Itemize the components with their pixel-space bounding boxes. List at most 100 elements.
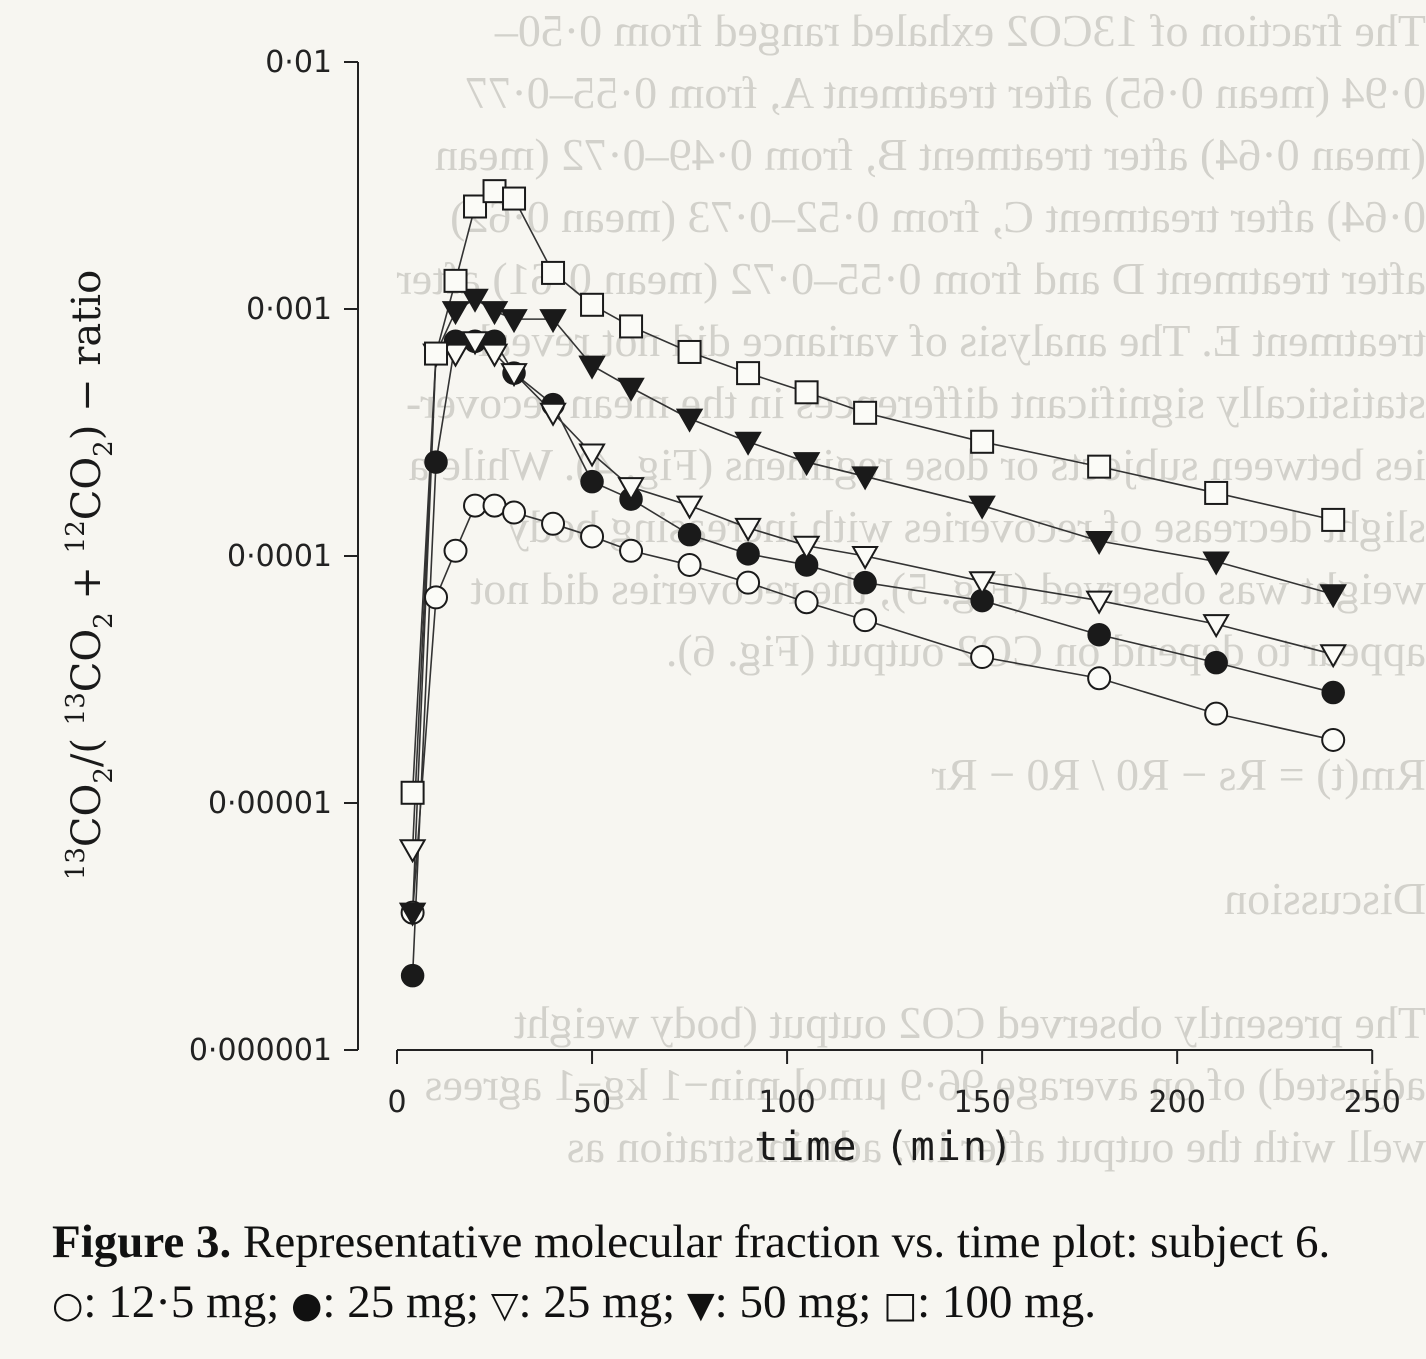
- series-filled-triangle-down-point: [441, 301, 470, 326]
- series-open-triangle-down-point: [480, 343, 509, 368]
- y-title-subscript: 2: [89, 612, 119, 629]
- series-open-triangle-down-point: [461, 331, 489, 356]
- series-open-triangle-down-point: [1202, 614, 1230, 639]
- series-open-triangle-down-point: [500, 363, 528, 388]
- series-markers: [398, 179, 1347, 988]
- legend-text: : 12·5 mg;: [83, 1276, 291, 1328]
- series-open-circle-point: [580, 524, 605, 549]
- series-open-circle-point: [1087, 666, 1112, 691]
- series-open-triangle-down-point: [968, 571, 996, 596]
- series-filled-triangle-down-point: [1085, 531, 1113, 556]
- series-open-square-point: [794, 380, 819, 405]
- y-title-text: CO: [64, 629, 110, 692]
- series-filled-triangle-down-point: [792, 452, 821, 477]
- series-open-circle-point: [736, 570, 761, 595]
- x-axis-title: time (min): [754, 1124, 1015, 1170]
- y-title-text: +: [64, 553, 110, 612]
- series-open-square-point: [443, 268, 468, 293]
- series-open-triangle-down-point: [675, 495, 704, 520]
- series-open-circle-point: [424, 585, 449, 610]
- series-open-circle-point: [970, 645, 995, 670]
- y-tick-label: 0·000001: [189, 1033, 332, 1068]
- x-tick-label: 250: [1344, 1085, 1401, 1120]
- series-open-triangle-down-point: [539, 402, 567, 427]
- legend-symbol: □: [883, 1285, 918, 1326]
- x-tick-label: 0: [387, 1085, 406, 1120]
- series-open-square-point: [1087, 454, 1112, 479]
- series-filled-triangle-down-point: [675, 408, 704, 433]
- series-filled-triangle-down-point: [578, 355, 606, 380]
- series-open-square-point: [424, 341, 449, 366]
- series-open-circle-point: [443, 538, 468, 563]
- series-open-circle-point: [541, 511, 566, 536]
- y-title-text: ) − ratio: [64, 270, 110, 440]
- legend-text: : 25 mg;: [518, 1276, 687, 1328]
- series-open-circle-point: [794, 590, 819, 615]
- series-open-square-point: [1204, 480, 1229, 505]
- y-tick-label: 0·001: [246, 292, 332, 327]
- series-filled-circle-point: [1321, 680, 1345, 705]
- series-open-square-point: [970, 429, 995, 454]
- series-filled-triangle-down-point: [539, 309, 567, 334]
- series-open-triangle-down-point: [1085, 590, 1113, 615]
- series-open-triangle-down-point: [792, 535, 821, 560]
- series-filled-triangle-down-point: [734, 431, 762, 456]
- series-filled-circle-point: [1204, 650, 1228, 675]
- y-title-superscript: 12: [61, 520, 91, 553]
- x-tick-label: 150: [953, 1085, 1010, 1120]
- series-open-square-point: [619, 314, 644, 339]
- series-open-triangle-down-point: [851, 546, 879, 571]
- y-axis-title: 13CO2/( 13CO2 + 12CO2) − ratio: [61, 270, 119, 880]
- series-open-circle-point: [1321, 727, 1346, 752]
- y-tick-label: 0·00001: [208, 786, 332, 821]
- series-open-square-point: [736, 361, 761, 386]
- series-filled-triangle-down-point: [1319, 584, 1347, 609]
- series-open-triangle-down-point: [398, 839, 427, 864]
- caption-title: Representative molecular fraction vs. ti…: [231, 1216, 1331, 1268]
- series-filled-triangle-down-point: [398, 902, 427, 927]
- series-open-triangle-down-point: [617, 477, 645, 502]
- legend-text: : 25 mg;: [322, 1276, 491, 1328]
- series-filled-triangle-down-point: [461, 288, 489, 313]
- series-open-triangle-down-point: [1319, 644, 1347, 669]
- series-open-square-point: [400, 780, 425, 805]
- legend-text: : 50 mg;: [714, 1276, 884, 1328]
- chart: 0·000001 0·00001 0·0001 0·001 0·01 0 50 100 150 2…: [61, 45, 1401, 1170]
- series-filled-circle-point: [1087, 622, 1111, 647]
- series-filled-triangle-down-point: [968, 495, 996, 520]
- series-filled-circle-line: [411, 340, 1334, 976]
- legend-symbol: ○: [52, 1285, 84, 1326]
- y-tick-label: 0·01: [265, 45, 332, 80]
- series-open-square-point: [677, 339, 702, 364]
- x-tick-label: 200: [1149, 1085, 1206, 1120]
- series-open-square-point: [541, 260, 566, 285]
- series-filled-circle-point: [736, 542, 760, 566]
- legend-symbol: ●: [291, 1285, 323, 1326]
- series-filled-circle-point: [580, 469, 604, 494]
- series-filled-triangle-down-point: [851, 466, 879, 491]
- legend-symbol: ▼: [686, 1285, 715, 1326]
- series-open-triangle-down-point: [578, 443, 606, 468]
- series-open-square-point: [502, 186, 527, 211]
- axis-labels: 0·000001 0·00001 0·0001 0·001 0·01 0 50 100 150 2…: [61, 45, 1401, 1170]
- series-open-square-point: [463, 194, 488, 219]
- series-filled-circle-point: [677, 522, 702, 547]
- series-open-circle-point: [1204, 701, 1229, 726]
- series-open-triangle-down-point: [441, 343, 470, 368]
- series-open-circle-line: [411, 504, 1334, 913]
- series-filled-triangle-down-line: [411, 297, 1334, 913]
- series-open-circle-point: [677, 552, 702, 577]
- y-title-subscript: 2: [89, 767, 119, 784]
- series-open-square-point: [580, 292, 605, 317]
- series-open-square-point: [1321, 507, 1346, 532]
- series-open-circle-point: [619, 538, 644, 563]
- series-filled-triangle-down-point: [500, 309, 528, 334]
- series-filled-triangle-down-point: [1202, 551, 1230, 576]
- x-tick-label: 50: [573, 1085, 611, 1120]
- legend-symbol: ▽: [490, 1285, 519, 1326]
- y-tick-label: 0·0001: [227, 539, 332, 574]
- legend-line: ○: 12·5 mg; ●: 25 mg; ▽: 25 mg; ▼: 50 mg…: [52, 1272, 1422, 1336]
- series-filled-triangle-down-point: [617, 377, 645, 402]
- series-filled-circle-point: [424, 450, 448, 474]
- y-title-superscript: 13: [61, 692, 91, 725]
